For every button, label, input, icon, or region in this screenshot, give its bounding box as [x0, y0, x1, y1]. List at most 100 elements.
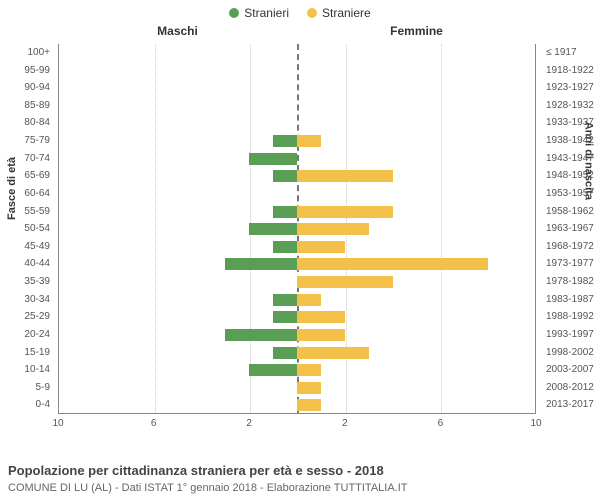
chart-area — [58, 30, 536, 430]
age-label: 90-94 — [0, 79, 54, 97]
age-label: 65-69 — [0, 167, 54, 185]
bar-female — [297, 276, 393, 288]
bar-male — [273, 135, 297, 147]
age-row — [59, 79, 535, 97]
age-row — [59, 150, 535, 168]
birth-label: 1993-1997 — [542, 326, 600, 344]
age-label: 25-29 — [0, 308, 54, 326]
age-row — [59, 220, 535, 238]
age-label: 55-59 — [0, 203, 54, 221]
age-row — [59, 62, 535, 80]
bar-male — [273, 311, 297, 323]
bar-male — [225, 258, 297, 270]
age-row — [59, 344, 535, 362]
birth-label: 1928-1932 — [542, 97, 600, 115]
birth-label: 1918-1922 — [542, 62, 600, 80]
bar-female — [297, 329, 345, 341]
age-label: 60-64 — [0, 185, 54, 203]
birth-label: 1938-1942 — [542, 132, 600, 150]
age-row — [59, 255, 535, 273]
age-label: 40-44 — [0, 255, 54, 273]
age-label: 75-79 — [0, 132, 54, 150]
age-row — [59, 114, 535, 132]
birth-label: 1998-2002 — [542, 344, 600, 362]
birth-label: 2008-2012 — [542, 379, 600, 397]
birth-label: 2003-2007 — [542, 361, 600, 379]
age-row — [59, 361, 535, 379]
age-row — [59, 185, 535, 203]
age-row — [59, 379, 535, 397]
age-label: 5-9 — [0, 379, 54, 397]
bar-female — [297, 170, 393, 182]
birth-label: 1978-1982 — [542, 273, 600, 291]
age-row — [59, 203, 535, 221]
bar-female — [297, 294, 321, 306]
birth-label: 1943-1947 — [542, 150, 600, 168]
bar-male — [273, 170, 297, 182]
birth-label: 1973-1977 — [542, 255, 600, 273]
chart-title: Popolazione per cittadinanza straniera p… — [8, 463, 384, 478]
plot-area — [58, 44, 536, 414]
legend-dot-male — [229, 8, 239, 18]
x-tick-label: 6 — [151, 418, 157, 429]
x-tick-label: 10 — [52, 418, 63, 429]
legend-item-male: Stranieri — [229, 6, 289, 20]
birth-label: 1958-1962 — [542, 203, 600, 221]
x-tick-label: 10 — [530, 418, 541, 429]
legend-dot-female — [307, 8, 317, 18]
age-label: 45-49 — [0, 238, 54, 256]
age-label: 30-34 — [0, 291, 54, 309]
bar-male — [273, 347, 297, 359]
age-row — [59, 326, 535, 344]
bar-male — [273, 294, 297, 306]
bar-female — [297, 399, 321, 411]
legend: Stranieri Straniere — [0, 0, 600, 20]
age-row — [59, 167, 535, 185]
age-label: 95-99 — [0, 62, 54, 80]
age-label: 20-24 — [0, 326, 54, 344]
birth-label: 1953-1957 — [542, 185, 600, 203]
age-label: 50-54 — [0, 220, 54, 238]
bar-female — [297, 347, 369, 359]
birth-label: 2013-2017 — [542, 396, 600, 414]
x-tick-label: 6 — [438, 418, 444, 429]
bar-female — [297, 364, 321, 376]
birth-label: 1948-1952 — [542, 167, 600, 185]
age-row — [59, 44, 535, 62]
age-label: 85-89 — [0, 97, 54, 115]
bar-female — [297, 223, 369, 235]
bar-female — [297, 135, 321, 147]
bar-female — [297, 311, 345, 323]
birth-label: 1968-1972 — [542, 238, 600, 256]
bar-male — [273, 241, 297, 253]
bar-female — [297, 241, 345, 253]
bar-female — [297, 206, 393, 218]
age-label: 100+ — [0, 44, 54, 62]
age-row — [59, 396, 535, 414]
x-tick-label: 2 — [342, 418, 348, 429]
age-label: 15-19 — [0, 344, 54, 362]
age-row — [59, 97, 535, 115]
age-label: 10-14 — [0, 361, 54, 379]
birth-label: 1963-1967 — [542, 220, 600, 238]
age-row — [59, 308, 535, 326]
age-row — [59, 238, 535, 256]
age-label: 80-84 — [0, 114, 54, 132]
birth-label: ≤ 1917 — [542, 44, 600, 62]
x-tick-label: 2 — [246, 418, 252, 429]
birth-label: 1933-1937 — [542, 114, 600, 132]
legend-label-male: Stranieri — [244, 6, 289, 20]
age-row — [59, 273, 535, 291]
age-label: 35-39 — [0, 273, 54, 291]
age-label: 70-74 — [0, 150, 54, 168]
birth-label: 1983-1987 — [542, 291, 600, 309]
bar-male — [249, 153, 297, 165]
bar-female — [297, 382, 321, 394]
birth-label: 1988-1992 — [542, 308, 600, 326]
age-row — [59, 291, 535, 309]
bar-female — [297, 258, 488, 270]
age-label: 0-4 — [0, 396, 54, 414]
bar-male — [225, 329, 297, 341]
age-row — [59, 132, 535, 150]
chart-frame: Stranieri Straniere Maschi Femmine Fasce… — [0, 0, 600, 500]
